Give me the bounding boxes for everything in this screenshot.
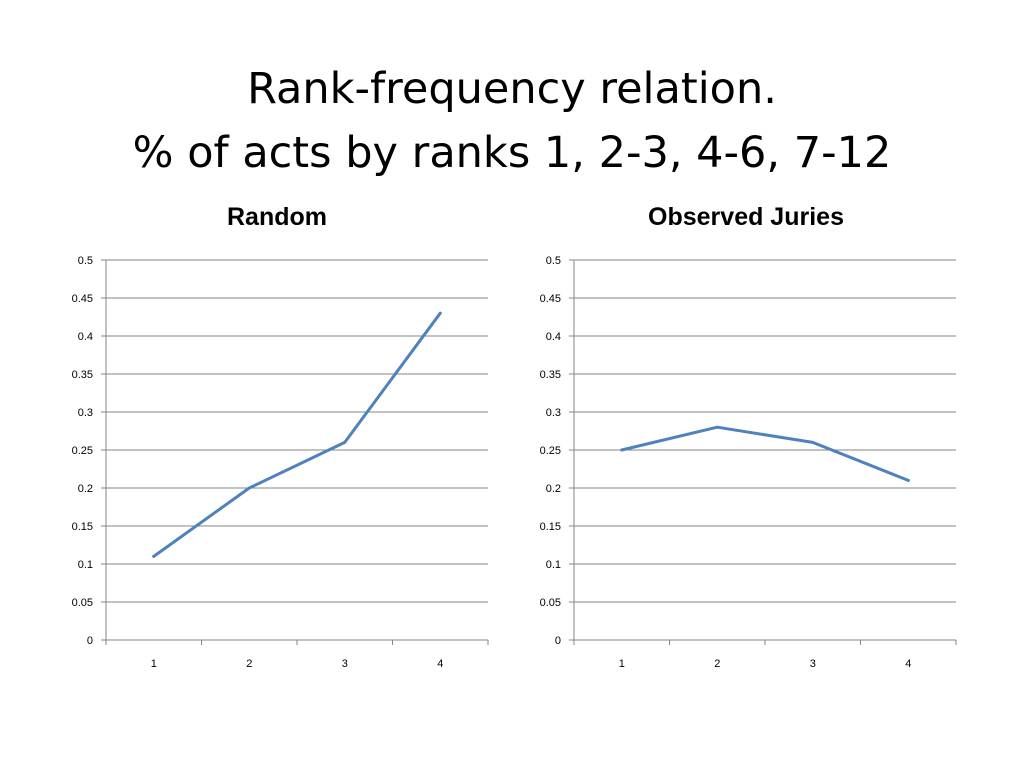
y-tick-label: 0.2 xyxy=(78,483,93,495)
series-line xyxy=(152,311,442,558)
y-tick-label: 0.25 xyxy=(540,445,561,457)
y-tick-label: 0.4 xyxy=(78,331,93,343)
y-tick-label: 0.3 xyxy=(78,407,93,419)
y-tick-label: 0.15 xyxy=(72,521,93,533)
y-tick-label: 0.1 xyxy=(78,559,93,571)
y-tick-label: 0.35 xyxy=(72,369,93,381)
x-tick-label: 4 xyxy=(905,658,911,670)
data-point xyxy=(343,440,347,444)
data-point xyxy=(152,554,156,558)
line-chart-random: 0 0.05 0.1 0.15 0.2 0.25 0.3 0.35 0.4 0.45 0.5 1 2 3 4 xyxy=(72,255,489,670)
y-tick-label: 0.35 xyxy=(540,369,561,381)
x-tick-label: 1 xyxy=(619,658,625,670)
data-point xyxy=(906,478,910,482)
chart-title-observed-juries: Observed Juries xyxy=(648,203,844,231)
slide-title-line-1: Rank-frequency relation. xyxy=(247,63,777,114)
y-tick-label: 0.4 xyxy=(546,331,561,343)
y-tick-label: 0.45 xyxy=(72,293,93,305)
y-tick-label: 0.45 xyxy=(540,293,561,305)
x-tick-label: 2 xyxy=(714,658,720,670)
line-chart-observed-juries: 0 0.05 0.1 0.15 0.2 0.25 0.3 0.35 0.4 0.45 0.5 1 2 3 4 xyxy=(540,255,957,670)
x-tick-label: 3 xyxy=(810,658,816,670)
slide-title: Rank-frequency relation. % of acts by ra… xyxy=(0,57,1024,185)
slide-title-line-2: % of acts by ranks 1, 2-3, 4-6, 7-12 xyxy=(132,127,892,178)
y-tick-label: 0.1 xyxy=(546,559,561,571)
y-tick-label: 0.2 xyxy=(546,483,561,495)
y-tick-label: 0.3 xyxy=(546,407,561,419)
data-point xyxy=(438,311,442,315)
y-tick-label: 0 xyxy=(555,635,561,647)
data-point xyxy=(620,448,624,452)
data-point xyxy=(811,440,815,444)
y-tick-label: 0.15 xyxy=(540,521,561,533)
y-tick-label: 0.05 xyxy=(540,597,561,609)
y-tick-label: 0.25 xyxy=(72,445,93,457)
y-tick-label: 0.5 xyxy=(78,255,93,267)
y-tick-label: 0 xyxy=(87,635,93,647)
x-tick-label: 4 xyxy=(437,658,443,670)
y-tick-label: 0.05 xyxy=(72,597,93,609)
x-tick-label: 3 xyxy=(342,658,348,670)
x-tick-label: 2 xyxy=(246,658,252,670)
x-tick-label: 1 xyxy=(151,658,157,670)
data-point xyxy=(715,425,719,429)
data-point xyxy=(247,486,251,490)
chart-title-random: Random xyxy=(227,203,327,231)
series-line xyxy=(620,425,910,482)
y-tick-label: 0.5 xyxy=(546,255,561,267)
